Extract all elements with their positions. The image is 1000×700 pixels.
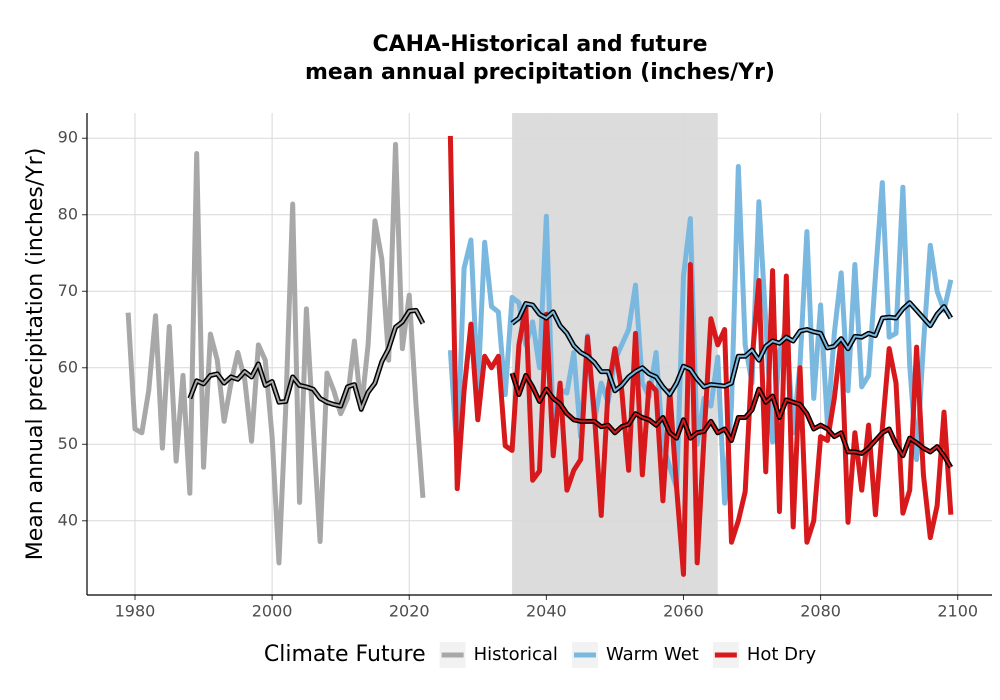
series-line bbox=[447, 164, 954, 506]
legend-title: Climate Future bbox=[264, 642, 426, 667]
legend-label: Historical bbox=[474, 644, 558, 665]
chart-title: mean annual precipitation (inches/Yr) bbox=[305, 60, 775, 85]
y-tick-label: 70 bbox=[58, 281, 78, 300]
x-tick-label: 2000 bbox=[252, 602, 293, 621]
x-tick-label: 2040 bbox=[526, 602, 567, 621]
series-line bbox=[125, 141, 426, 566]
y-tick-label: 90 bbox=[58, 128, 78, 147]
legend-label: Hot Dry bbox=[747, 644, 817, 665]
x-tick-label: 2060 bbox=[663, 602, 704, 621]
y-tick-label: 80 bbox=[58, 204, 78, 223]
legend: Climate Future Historical Warm Wet Hot Dry bbox=[264, 642, 817, 668]
smooth-line bbox=[511, 301, 952, 396]
y-tick-label: 50 bbox=[58, 434, 78, 453]
chart-title: CAHA-Historical and future bbox=[373, 32, 708, 57]
x-tick-label: 2080 bbox=[800, 602, 841, 621]
x-tick-label: 2100 bbox=[937, 602, 978, 621]
smooth-line bbox=[511, 372, 952, 468]
x-tick-label: 2020 bbox=[389, 602, 430, 621]
series-line bbox=[447, 135, 954, 577]
y-tick-label: 60 bbox=[58, 357, 78, 376]
x-tick-label: 1980 bbox=[115, 602, 156, 621]
y-axis-label: Mean annual precipitation (inches/Yr) bbox=[23, 148, 48, 561]
y-tick-label: 40 bbox=[58, 510, 78, 529]
legend-label: Warm Wet bbox=[606, 644, 699, 665]
smooth-line bbox=[188, 309, 424, 411]
